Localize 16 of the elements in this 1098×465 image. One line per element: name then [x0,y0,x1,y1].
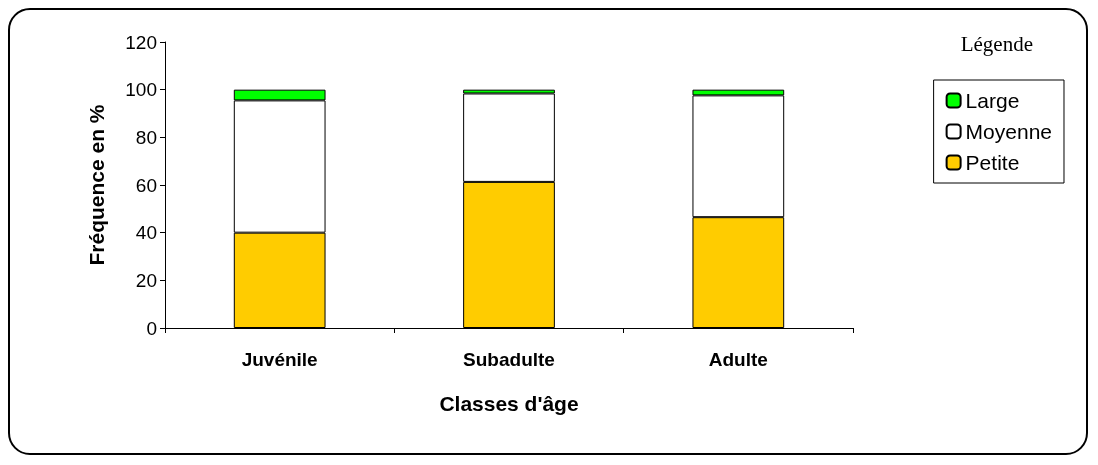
y-tick-label: 60 [135,174,157,196]
y-tick-label: 80 [135,126,157,148]
y-tick-label: 20 [135,269,157,291]
x-tick-label: Adulte [708,349,768,370]
y-tick-label: 40 [135,222,157,244]
legend-label: Moyenne [965,120,1052,143]
legend-title: Légende [960,31,1034,56]
y-tick-label: 0 [146,317,157,339]
y-tick-label: 120 [125,31,157,53]
x-tick-label: Juvénile [241,349,318,370]
x-axis-title: Classes d'âge [439,392,579,415]
x-tick-label: Subadulte [463,349,555,370]
y-tick-label: 100 [125,79,157,101]
legend-label: Petite [965,151,1020,174]
y-axis-title: Fréquence en % [85,104,108,266]
legend-label: Large [965,89,1020,112]
